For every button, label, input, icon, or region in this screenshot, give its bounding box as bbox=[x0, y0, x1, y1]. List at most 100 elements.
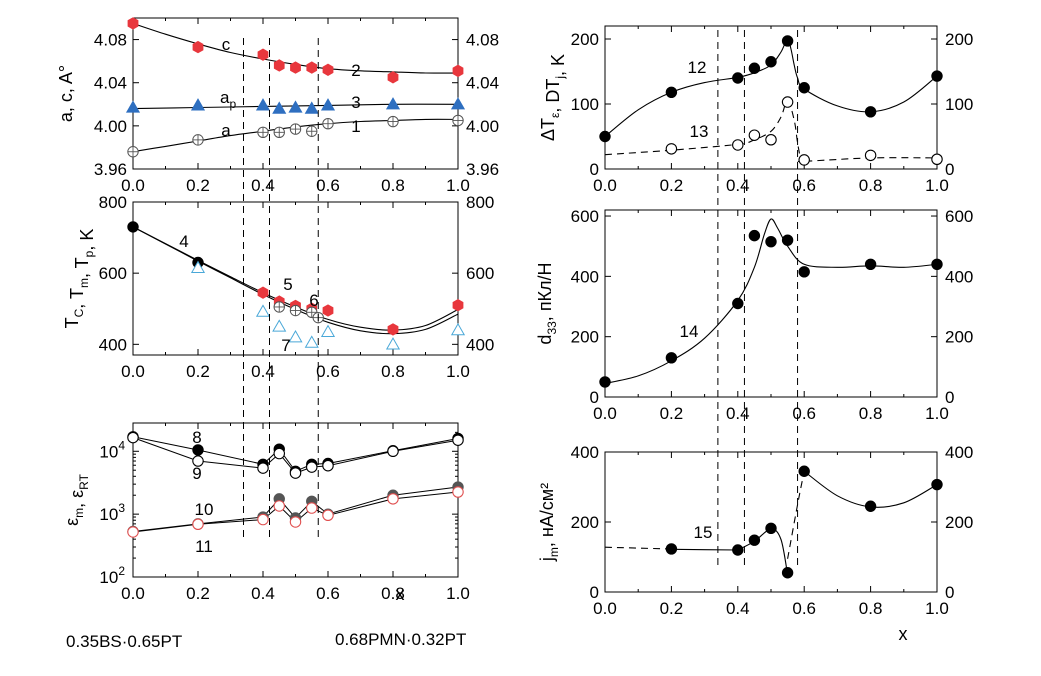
x-tick-label: 0.4 bbox=[251, 176, 275, 195]
y-tick-label-right: 600 bbox=[466, 264, 494, 283]
data-point bbox=[748, 129, 761, 141]
data-point bbox=[931, 70, 943, 82]
data-point bbox=[748, 62, 761, 74]
y-tick-label-right: 4.00 bbox=[466, 117, 499, 136]
y-tick-label: 102 bbox=[99, 564, 125, 587]
y-axis-label: a, c, A° bbox=[56, 65, 76, 122]
data-point bbox=[305, 461, 318, 473]
data-point bbox=[272, 319, 287, 332]
series-label-a: a bbox=[221, 121, 231, 140]
y-tick-label-right: 3.96 bbox=[466, 160, 499, 179]
data-point bbox=[765, 134, 777, 146]
series-number-label: 6 bbox=[309, 291, 318, 310]
data-point bbox=[257, 286, 269, 299]
data-point bbox=[272, 101, 287, 114]
x-tick-label: 0.6 bbox=[792, 599, 816, 618]
y-tick-label-right: 0 bbox=[945, 388, 954, 407]
x-tick-label: 0.4 bbox=[726, 404, 750, 423]
data-point bbox=[452, 434, 464, 446]
data-point bbox=[322, 118, 334, 130]
x-tick-label: 0.2 bbox=[186, 584, 210, 603]
x-tick-label: 0.8 bbox=[859, 599, 883, 618]
x-tick-label: 0.0 bbox=[593, 176, 617, 195]
data-point bbox=[387, 445, 399, 458]
data-point bbox=[289, 467, 302, 479]
data-point bbox=[288, 330, 303, 343]
y-tick-label-right: 400 bbox=[945, 267, 973, 286]
data-point bbox=[127, 17, 139, 30]
x-tick-label: 1.0 bbox=[446, 584, 470, 603]
data-point bbox=[450, 97, 466, 110]
y-axis-label: ΔTε, DTj, K bbox=[538, 54, 568, 141]
x-tick-label: 0.0 bbox=[593, 404, 617, 423]
data-point bbox=[304, 335, 319, 348]
data-point bbox=[732, 544, 744, 556]
data-point bbox=[322, 304, 334, 317]
data-point bbox=[190, 98, 206, 111]
x-tick-label: 0.8 bbox=[381, 362, 405, 381]
x-tick-label: 0.4 bbox=[251, 362, 275, 381]
data-point bbox=[385, 97, 401, 110]
data-point bbox=[273, 301, 285, 313]
dashed-segment bbox=[604, 546, 672, 550]
data-point bbox=[320, 324, 336, 338]
data-point bbox=[304, 101, 319, 114]
data-point bbox=[765, 522, 777, 534]
y-tick-label-right: 0 bbox=[945, 160, 954, 179]
data-point bbox=[931, 258, 943, 270]
series-number-label: 4 bbox=[179, 232, 188, 251]
data-point bbox=[387, 115, 399, 128]
data-point bbox=[289, 123, 302, 135]
x-tick-label: 1.0 bbox=[925, 404, 949, 423]
y-tick-label: 800 bbox=[99, 193, 127, 212]
x-tick-label: 0.0 bbox=[121, 584, 145, 603]
data-point bbox=[289, 304, 302, 317]
series-number-label: 11 bbox=[195, 537, 213, 556]
data-point bbox=[665, 543, 678, 555]
solid-segment bbox=[737, 528, 789, 575]
data-point bbox=[306, 61, 318, 74]
y-tick-label: 4.00 bbox=[94, 117, 127, 136]
series-label-c: c bbox=[222, 35, 231, 54]
right-composition-caption: 0.68PMN·0.32PT bbox=[335, 630, 467, 649]
data-point bbox=[257, 513, 269, 526]
data-point bbox=[255, 304, 271, 317]
series-number-label: 15 bbox=[694, 523, 713, 542]
x-tick-label: 1.0 bbox=[446, 176, 470, 195]
y-axis-label: d33, пКл/Н bbox=[535, 262, 559, 344]
y-tick-label: 600 bbox=[99, 264, 127, 283]
data-point bbox=[127, 221, 139, 233]
y-tick-label: 4.08 bbox=[94, 31, 127, 50]
y-tick-label-right: 0 bbox=[945, 583, 954, 602]
data-point bbox=[599, 376, 611, 388]
left-composition-caption: 0.35BS·0.65PT bbox=[66, 632, 183, 651]
data-point bbox=[748, 229, 761, 242]
x-tick-label: 1.0 bbox=[925, 599, 949, 618]
x-tick-label: 1.0 bbox=[446, 362, 470, 381]
y-tick-label: 400 bbox=[99, 335, 127, 354]
x-tick-label: 0.2 bbox=[660, 404, 684, 423]
y-tick-label: 3.96 bbox=[94, 160, 127, 179]
data-point bbox=[387, 493, 399, 505]
y-axis-label: TC, Tm, Tp, K bbox=[62, 229, 97, 329]
data-point bbox=[781, 567, 794, 579]
y-tick-label-right: 200 bbox=[945, 328, 973, 347]
data-point bbox=[257, 462, 269, 474]
y-tick-label: 103 bbox=[99, 501, 125, 524]
permittivity-frame bbox=[132, 422, 459, 578]
data-point bbox=[798, 266, 810, 278]
data-point bbox=[665, 86, 678, 99]
data-point bbox=[273, 59, 285, 72]
y-tick-label: 104 bbox=[99, 438, 125, 461]
x-tick-label: 0.8 bbox=[381, 584, 405, 603]
data-point bbox=[732, 139, 744, 151]
data-point bbox=[273, 126, 285, 139]
data-point bbox=[192, 518, 204, 531]
x-tick-label: 0.2 bbox=[186, 362, 210, 381]
data-point bbox=[781, 96, 794, 108]
y-tick-label: 400 bbox=[571, 443, 599, 462]
x-axis-label: x bbox=[899, 624, 908, 644]
data-point bbox=[798, 82, 810, 94]
data-point bbox=[322, 459, 334, 472]
